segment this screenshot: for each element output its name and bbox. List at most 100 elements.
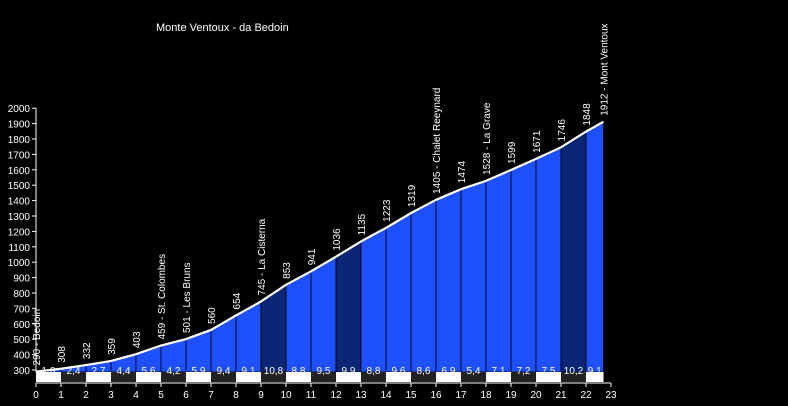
x-tick-label: 7 (208, 390, 214, 401)
elevation-label: 332 (82, 342, 93, 359)
gradient-label: 8,6 (417, 366, 431, 377)
y-tick-label: 1200 (8, 227, 31, 238)
gradient-segment (235, 300, 262, 373)
km-band-cell (286, 372, 311, 382)
elevation-label: 290 - Bedoin (32, 309, 43, 366)
x-tick-label: 3 (108, 390, 114, 401)
km-band-cell (336, 372, 361, 382)
gradient-label: 2,4 (67, 366, 81, 377)
chart-title: Monte Ventoux - da Bedoin (156, 22, 289, 34)
x-tick-label: 19 (505, 390, 517, 401)
km-band-cell (586, 372, 604, 382)
gradient-label: 7,1 (492, 366, 506, 377)
y-tick-label: 1900 (8, 120, 31, 131)
elevation-label: 1746 (557, 119, 568, 142)
elevation-label: 308 (57, 346, 68, 363)
km-band-cell (311, 372, 336, 382)
gradient-label: 7,2 (517, 366, 531, 377)
y-tick-label: 300 (13, 366, 30, 377)
gradient-segment (485, 169, 512, 373)
x-tick-label: 12 (330, 390, 342, 401)
gradient-label: 9,5 (317, 366, 331, 377)
y-tick-label: 1100 (8, 243, 30, 254)
x-tick-label: 9 (258, 390, 264, 401)
gradient-label: 1,8 (42, 366, 56, 377)
gradient-label: 8,8 (367, 366, 381, 377)
gradient-label: 10,2 (564, 366, 584, 377)
y-tick-label: 1800 (8, 135, 31, 146)
gradient-segments (35, 121, 604, 373)
gradient-labels: 1,8 2,4 2,7 4,4 5,6 4,2 5,9 9,4 9,1 10,8 8,8 9,5 9,9… (42, 366, 603, 377)
x-tick-label: 20 (530, 390, 542, 401)
gradient-label: 9,6 (392, 366, 406, 377)
y-tick-label: 1500 (8, 181, 31, 192)
gradient-label: 9,1 (242, 366, 256, 377)
gradient-label: 9,9 (342, 366, 356, 377)
km-band-cell (361, 372, 386, 382)
gradient-label: 10,8 (264, 366, 284, 377)
x-tick-label: 2 (83, 390, 89, 401)
elevation-label: 403 (132, 331, 143, 348)
y-tick-label: 1600 (8, 166, 31, 177)
elevation-label: 1405 - Chalet Reeynard (432, 88, 443, 194)
km-band-cell (386, 372, 411, 382)
x-tick-label: 4 (133, 390, 139, 401)
x-tick-label: 1 (58, 390, 64, 401)
gradient-segment (585, 121, 604, 373)
elevation-label: 359 (107, 338, 118, 355)
km-band-cell (561, 372, 586, 382)
y-tick-label: 500 (13, 335, 30, 346)
km-band-cell (136, 372, 161, 382)
gradient-segment (410, 199, 437, 373)
y-tick-label: 1400 (8, 197, 31, 208)
y-tick-label: 2000 (8, 104, 31, 115)
gradient-label: 5,4 (467, 366, 481, 377)
gradient-label: 9,4 (217, 366, 231, 377)
km-band-cell (411, 372, 436, 382)
x-tick-label: 10 (280, 390, 292, 401)
gradient-label: 9,1 (588, 366, 602, 377)
elevation-label: 1474 (457, 161, 468, 184)
y-tick-label: 1700 (8, 150, 31, 161)
elevation-labels: 290 - Bedoin 308 332 359 403 459 - St. Colomb… (32, 23, 611, 365)
gradient-segment (460, 180, 487, 373)
y-axis: 300 400 500 600 700 800 900 1000 1100 1200 1300 140… (8, 104, 37, 377)
km-band-cell (461, 372, 486, 382)
x-tick-label: 23 (605, 390, 617, 401)
gradient-label: 8,8 (292, 366, 306, 377)
elevation-label: 745 - La Cisterna (257, 218, 268, 295)
km-band-cell (36, 372, 61, 382)
y-tick-label: 600 (13, 320, 30, 331)
x-tick-label: 17 (455, 390, 467, 401)
gradient-segment (385, 212, 412, 373)
gradient-segment (435, 188, 462, 373)
elevation-label: 501 - Les Bruns (182, 262, 193, 333)
x-tick-label: 16 (430, 390, 442, 401)
gradient-label: 5,9 (192, 366, 206, 377)
km-band-cell (486, 372, 511, 382)
km-band-cell (111, 372, 136, 382)
elevation-label: 560 (207, 307, 218, 324)
km-band-cell (436, 372, 461, 382)
y-tick-label: 1300 (8, 212, 31, 223)
km-band (36, 372, 604, 382)
x-tick-label: 6 (183, 390, 189, 401)
gradient-segment (535, 146, 562, 373)
x-tick-label: 15 (405, 390, 417, 401)
y-tick-label: 1000 (8, 258, 31, 269)
elevation-label: 853 (282, 262, 293, 279)
elevation-label: 1912 - Mont Ventoux (600, 23, 611, 115)
elevation-label: 654 (232, 292, 243, 309)
y-tick-label: 700 (13, 304, 30, 315)
elevation-label: 1528 - La Grave (482, 102, 493, 175)
km-band-cell (86, 372, 111, 382)
elevation-label: 1599 (507, 141, 518, 164)
gradient-segment (310, 255, 337, 373)
profile-line (35, 120, 605, 373)
gradient-label: 6,9 (442, 366, 456, 377)
gradient-label: 5,6 (142, 366, 156, 377)
gradient-label: 4,4 (117, 366, 131, 377)
gradient-segment (510, 158, 537, 373)
elevation-label: 1135 (357, 213, 368, 235)
